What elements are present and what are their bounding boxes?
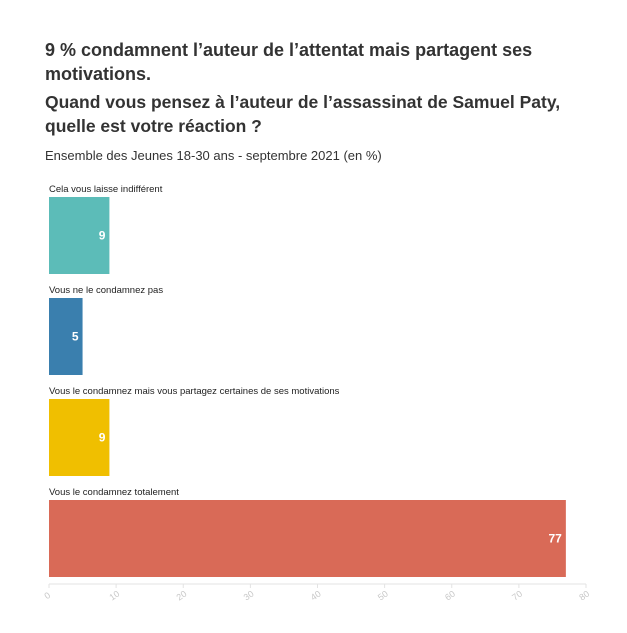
data-label: 77 xyxy=(549,532,563,546)
category-label: Vous le condamnez mais vous partagez cer… xyxy=(49,386,340,397)
bar xyxy=(49,399,110,476)
x-tick-label: 60 xyxy=(443,589,457,603)
chart-description: Ensemble des Jeunes 18-30 ans - septembr… xyxy=(45,148,382,163)
data-label: 9 xyxy=(99,229,106,243)
category-label: Vous ne le condamnez pas xyxy=(49,285,163,296)
x-tick-label: 20 xyxy=(175,589,189,603)
category-label: Cela vous laisse indifférent xyxy=(49,184,163,195)
bar xyxy=(49,298,83,375)
x-tick-label: 30 xyxy=(242,589,256,603)
category-label: Vous le condamnez totalement xyxy=(49,487,179,498)
x-tick-label: 80 xyxy=(577,589,591,603)
x-tick-label: 70 xyxy=(510,589,524,603)
bar xyxy=(49,197,110,274)
data-label: 9 xyxy=(99,431,106,445)
bar xyxy=(49,500,566,577)
data-label: 5 xyxy=(72,330,79,344)
x-tick-label: 10 xyxy=(107,589,121,603)
x-tick-label: 0 xyxy=(42,590,52,601)
x-tick-label: 40 xyxy=(309,589,323,603)
x-tick-label: 50 xyxy=(376,589,390,603)
chart-title: 9 % condamnent l’auteur de l’attentat ma… xyxy=(45,40,533,84)
chart-subtitle: Quand vous pensez à l’auteur de l’assass… xyxy=(45,92,561,136)
